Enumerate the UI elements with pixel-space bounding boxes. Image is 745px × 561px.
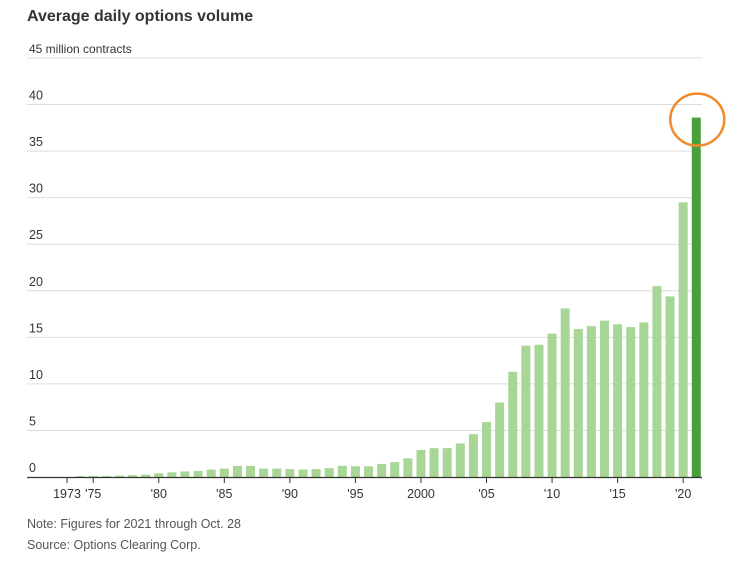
bar <box>482 422 492 477</box>
bar <box>101 476 111 477</box>
bar <box>560 308 570 477</box>
bar <box>403 458 413 477</box>
bar <box>521 345 531 477</box>
bar <box>364 466 374 477</box>
bar <box>141 474 151 477</box>
y-tick-label: 15 <box>29 321 43 335</box>
bar <box>377 463 387 477</box>
note-text: Note: Figures for 2021 through Oct. 28 <box>27 517 242 531</box>
x-tick-label: '15 <box>609 487 625 501</box>
chart-title: Average daily options volume <box>27 8 254 25</box>
bar <box>219 468 229 477</box>
bar <box>88 476 98 477</box>
y-tick-label: 20 <box>29 275 43 289</box>
y-tick-label: 40 <box>29 89 43 103</box>
bar <box>285 469 295 477</box>
y-tick-label: 30 <box>29 182 43 196</box>
bar <box>455 443 465 477</box>
source-text: Source: Options Clearing Corp. <box>27 538 201 552</box>
x-tick-label: '75 <box>85 487 101 501</box>
bar <box>534 344 544 477</box>
bar <box>600 320 610 477</box>
bar <box>180 471 190 477</box>
y-tick-label: 0 <box>29 461 36 475</box>
bar <box>652 286 662 477</box>
bar <box>75 476 85 477</box>
y-tick-label: 25 <box>29 228 43 242</box>
highlight-circle <box>669 92 726 147</box>
y-tick-label: 10 <box>29 368 43 382</box>
bar <box>691 117 701 477</box>
x-tick-label: '05 <box>478 487 494 501</box>
x-tick-label: '20 <box>675 487 691 501</box>
bar <box>468 434 478 477</box>
bar <box>442 448 452 477</box>
bar <box>311 469 321 477</box>
x-axis-ticks: 1973 '75 '80 '85 '90 '95 2000 '05 '10 '15 '20 <box>53 477 691 501</box>
y-tick-label: 5 <box>29 414 36 428</box>
bar <box>547 333 557 477</box>
bar <box>350 466 360 477</box>
bar <box>495 402 505 477</box>
bar <box>167 472 177 477</box>
bar <box>429 448 439 477</box>
bar <box>246 465 256 477</box>
bar <box>272 468 282 477</box>
bar <box>416 449 426 477</box>
bar <box>128 475 138 477</box>
bar <box>298 469 308 477</box>
x-tick-label: '90 <box>282 487 298 501</box>
bar <box>573 328 583 477</box>
y-tick-label: 35 <box>29 135 43 149</box>
y-tick-label: 45 million contracts <box>29 42 132 56</box>
bar <box>678 202 688 478</box>
x-tick-label: 2000 <box>407 487 435 501</box>
bar <box>508 371 518 477</box>
bar <box>206 469 216 477</box>
bar <box>337 465 347 477</box>
bar <box>639 322 649 477</box>
bar-chart: 0 5 10 15 20 25 30 35 40 45 million contracts 197… <box>27 42 726 501</box>
bar <box>154 473 164 477</box>
x-tick-label: '10 <box>544 487 560 501</box>
bar <box>626 327 636 477</box>
bar <box>232 465 242 477</box>
bar <box>324 468 334 477</box>
bar <box>665 296 675 477</box>
x-tick-label: 1973 <box>53 487 81 501</box>
bar <box>613 324 623 477</box>
bar <box>114 475 124 477</box>
x-tick-label: '85 <box>216 487 232 501</box>
bar <box>193 470 203 477</box>
bars <box>75 117 701 478</box>
bar <box>586 326 596 477</box>
bar <box>259 468 269 477</box>
x-tick-label: '80 <box>151 487 167 501</box>
y-axis-ticks: 0 5 10 15 20 25 30 35 40 45 million contracts <box>29 42 132 475</box>
bar <box>390 462 400 477</box>
x-tick-label: '95 <box>347 487 363 501</box>
